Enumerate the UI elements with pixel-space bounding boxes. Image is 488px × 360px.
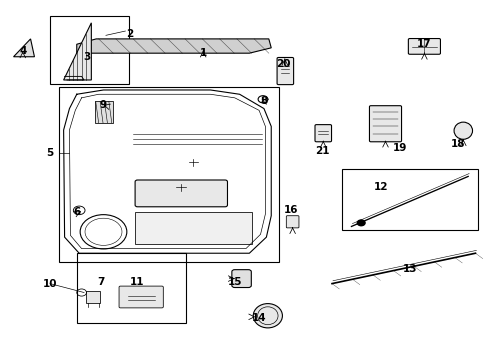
Text: 19: 19	[392, 143, 407, 153]
Text: 18: 18	[450, 139, 465, 149]
Text: 13: 13	[402, 264, 416, 274]
Bar	[95, 102, 113, 123]
Text: 2: 2	[126, 28, 134, 39]
Text: 15: 15	[227, 277, 242, 287]
FancyBboxPatch shape	[286, 216, 298, 228]
Text: 9: 9	[100, 100, 107, 110]
Bar	[86, 291, 100, 303]
FancyBboxPatch shape	[231, 270, 251, 288]
Text: 20: 20	[276, 59, 290, 69]
Polygon shape	[63, 23, 91, 80]
Text: 8: 8	[260, 96, 267, 107]
FancyBboxPatch shape	[314, 125, 331, 142]
Bar	[50, 16, 128, 84]
Text: 21: 21	[314, 147, 329, 157]
Text: 5: 5	[46, 148, 54, 158]
Polygon shape	[77, 39, 271, 53]
Ellipse shape	[253, 303, 282, 328]
Bar	[135, 212, 251, 244]
FancyBboxPatch shape	[135, 180, 227, 207]
Text: 10: 10	[42, 279, 57, 289]
FancyBboxPatch shape	[119, 286, 163, 308]
Ellipse shape	[453, 122, 471, 139]
Text: 17: 17	[416, 39, 431, 49]
FancyBboxPatch shape	[277, 58, 293, 85]
Text: 7: 7	[97, 277, 104, 287]
Text: 1: 1	[199, 48, 206, 58]
FancyBboxPatch shape	[407, 39, 440, 54]
Text: 6: 6	[73, 207, 80, 217]
Text: 3: 3	[82, 52, 90, 62]
Text: 11: 11	[130, 277, 144, 287]
Text: 14: 14	[251, 312, 266, 323]
Text: 4: 4	[20, 46, 27, 57]
Polygon shape	[14, 39, 34, 57]
Bar	[77, 253, 186, 323]
Bar	[341, 169, 477, 230]
Text: 16: 16	[283, 205, 297, 215]
FancyBboxPatch shape	[369, 106, 401, 142]
Bar	[59, 87, 278, 262]
Text: 12: 12	[373, 182, 387, 192]
Circle shape	[357, 220, 365, 226]
